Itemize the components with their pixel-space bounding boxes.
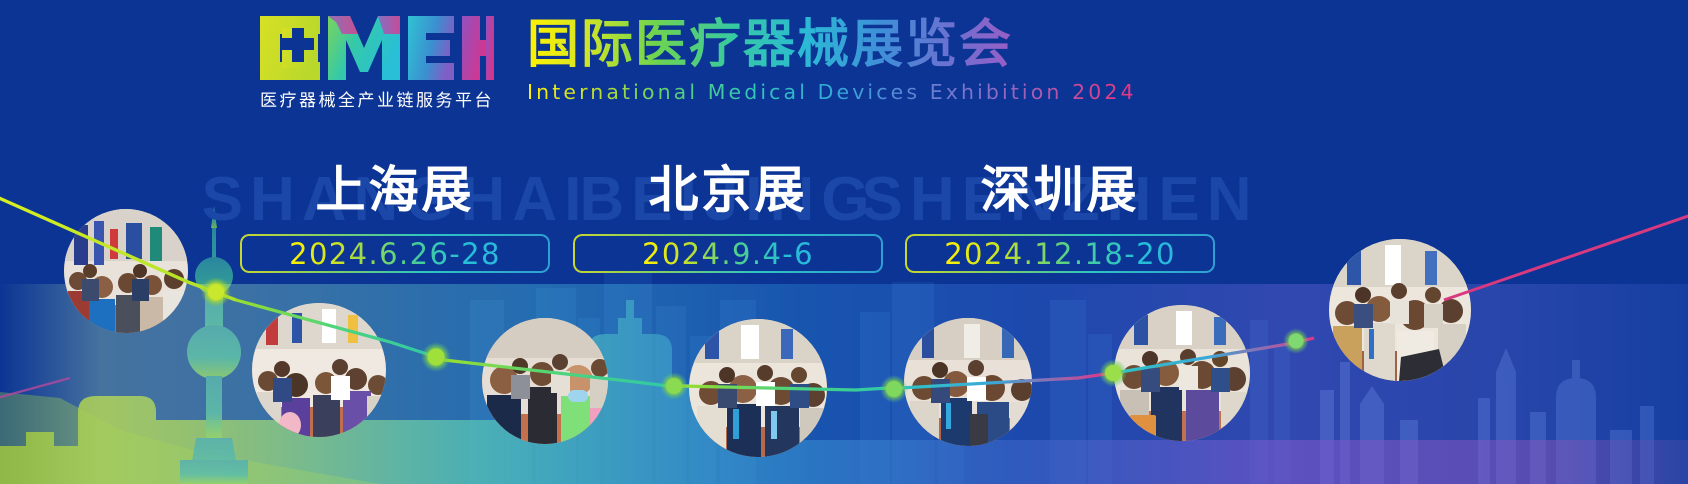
date-box-shenzhen[interactable]: 2024.12.18-20 [905, 234, 1215, 273]
cmeh-logo-mark [260, 16, 494, 80]
city-block-shenzhen[interactable]: SHENZHEN 深圳展 2024.12.18-20 [861, 150, 1252, 273]
city-block-shanghai[interactable]: SHANGHAI 上海展 2024.6.26-28 [202, 150, 581, 273]
logo-tagline: 医疗器械全产业链服务平台 [260, 91, 494, 111]
date-text-beijing: 2024.9.4-6 [641, 236, 815, 271]
city-ghost-text-beijing: BEIJING [579, 165, 877, 234]
cmeh-logo: 医疗器械全产业链服务平台 [258, 14, 494, 111]
photo-circle-3 [482, 318, 608, 444]
photo-circle-7 [1329, 239, 1471, 381]
photo-circle-6 [1114, 305, 1250, 441]
photo-circle-2 [252, 303, 386, 437]
city-name-shenzhen: 深圳展 [980, 161, 1140, 219]
city-list: SHANGHAI 上海展 2024.6.26-28 BEIJING 北京展 20… [0, 150, 1688, 290]
photo-circle-1 [64, 209, 188, 333]
city-ghost-text-shanghai: SHANGHAI [201, 165, 589, 234]
date-box-shanghai[interactable]: 2024.6.26-28 [240, 234, 550, 273]
city-name-beijing: 北京展 [648, 161, 808, 219]
date-text-shanghai: 2024.6.26-28 [289, 236, 501, 271]
title-block: 国际医疗器械展览会 International Medical Devices … [527, 15, 1137, 104]
date-box-beijing[interactable]: 2024.9.4-6 [573, 234, 883, 273]
date-text-shenzhen: 2024.12.18-20 [944, 236, 1176, 271]
exhibition-title-chinese: 国际医疗器械展览会 [527, 15, 1137, 76]
city-name-shanghai: 上海展 [315, 161, 475, 219]
city-block-beijing[interactable]: BEIJING 北京展 2024.9.4-6 [573, 150, 883, 273]
city-ghost-text-shenzhen: SHENZHEN [861, 165, 1259, 234]
exhibition-title-english: International Medical Devices Exhibition… [527, 79, 1137, 104]
